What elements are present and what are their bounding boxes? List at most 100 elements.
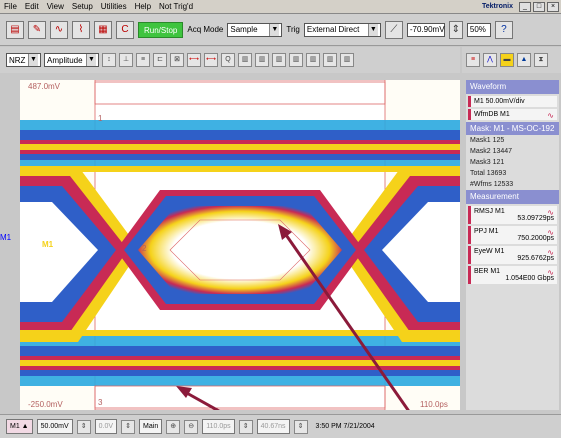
mask-label: #Wfms	[470, 181, 492, 188]
meas-icon-5[interactable]: ⊠	[170, 53, 184, 67]
mask-value: 13693	[486, 170, 507, 177]
mask-row: #Wfms 12533	[466, 179, 559, 190]
mask-label: Mask1	[470, 137, 491, 144]
zoom-field[interactable]: 50%	[466, 22, 491, 37]
trig-source-select[interactable]: External Direct ▼	[303, 22, 381, 37]
waveform-item-1[interactable]: M1 50.00mV/div	[468, 96, 557, 107]
measurement-item[interactable]: BER M1 ∿ 1.054E00 Gbps	[468, 266, 557, 284]
measurement-item[interactable]: PPJ M1 ∿ 750.2000ps	[468, 226, 557, 244]
mask-row: Mask3 121	[466, 157, 559, 168]
meas-icon-12[interactable]: ▥	[289, 53, 303, 67]
meas-type-select[interactable]: Amplitude ▼	[44, 53, 99, 67]
position-field[interactable]: 40.67ns	[256, 419, 290, 434]
meas-icon-7[interactable]: ⟷	[204, 53, 218, 67]
stats-icon[interactable]: ▦	[94, 20, 112, 39]
stats-icon: ∿	[547, 248, 554, 257]
clock-label: 3:50 PM 7/21/2004	[315, 423, 375, 430]
menu-file[interactable]: File	[4, 2, 17, 11]
measurement-value: 53.09729ps	[517, 215, 554, 222]
mask-row: Total 13693	[466, 168, 559, 179]
scale-stepper-icon[interactable]: ⇕	[76, 419, 91, 434]
meas-icon-1[interactable]: ↕	[102, 53, 116, 67]
measurement-value: 925.6762ps	[517, 255, 554, 262]
trig-level-field[interactable]: -70.90mV	[406, 22, 445, 37]
stepper-icon[interactable]: ⇕	[448, 20, 463, 39]
zoom-out-icon[interactable]: ⊖	[184, 419, 199, 434]
acq-mode-select[interactable]: Sample ▼	[227, 22, 283, 37]
lines-icon[interactable]: ≡	[466, 53, 480, 67]
meas-icon-3[interactable]: ≡	[136, 53, 150, 67]
channel-marker[interactable]: M1	[0, 233, 12, 242]
meas-icon-6[interactable]: ⟷	[187, 53, 201, 67]
trig-slope-icon[interactable]: ⟋	[384, 20, 403, 39]
run-stop-button[interactable]: Run/Stop	[138, 21, 184, 38]
measurement-item[interactable]: RMSJ M1 ∿ 53.09729ps	[468, 206, 557, 224]
scale-value: 50.00mV	[40, 423, 69, 430]
waveform-item-2-label: WfmDB M1	[474, 111, 510, 118]
meas-icon-9[interactable]: ▥	[238, 53, 252, 67]
meas-icon-4[interactable]: ⊏	[153, 53, 167, 67]
menu-utilities[interactable]: Utilities	[100, 2, 127, 11]
panel-toolbar: ≡ ⋀ ▬ ▲ ⧗	[462, 47, 561, 73]
menu-setup[interactable]: Setup	[71, 2, 93, 11]
menu-edit[interactable]: Edit	[24, 2, 39, 11]
waveform-display[interactable]: 487.0mV 1 2 3 M1 -250.0mV 110.0ps	[20, 80, 460, 410]
offset-stepper-icon[interactable]: ⇕	[121, 419, 136, 434]
bottom-voltage-label: -250.0mV	[28, 400, 63, 409]
zoom-in-icon[interactable]: ⊕	[166, 419, 181, 434]
time-label: 110.0ps	[420, 400, 448, 409]
main-timebase-button[interactable]: Main	[139, 419, 163, 434]
measurement-name: RMSJ M1	[474, 208, 505, 215]
stats-icon: ∿	[547, 228, 554, 237]
measurement-value: 1.054E00 Gbps	[505, 275, 554, 282]
trigger-status: Not Trig'd	[159, 2, 194, 11]
meas-icon-15[interactable]: ▥	[340, 53, 354, 67]
timebase-field[interactable]: 110.0ps	[202, 419, 235, 434]
position-stepper-icon[interactable]: ⇕	[293, 419, 308, 434]
mask-label: Mask2	[470, 148, 491, 155]
help-icon[interactable]: ?	[494, 20, 513, 39]
close-icon[interactable]: ×	[547, 1, 559, 12]
waveform-view-icon[interactable]: ⋀	[483, 53, 497, 67]
position-value: 40.67ns	[260, 423, 286, 430]
minimize-icon[interactable]: _	[519, 1, 531, 12]
meas-icon-13[interactable]: ▥	[306, 53, 320, 67]
channel-label: M1	[42, 240, 54, 249]
mask-value: 13447	[492, 148, 513, 155]
meas-icon-11[interactable]: ▥	[272, 53, 286, 67]
timebase-stepper-icon[interactable]: ⇕	[238, 419, 253, 434]
scale-field[interactable]: 50.00mV	[36, 419, 73, 434]
clear-icon[interactable]: C	[116, 20, 134, 39]
triangle-icon[interactable]: ▲	[517, 53, 531, 67]
meas-icon-2[interactable]: ⊥	[119, 53, 133, 67]
measurement-name: EyeW M1	[474, 248, 505, 255]
channel-select[interactable]: M1 ▲	[6, 419, 33, 434]
waveform-icon[interactable]: ∿	[50, 20, 68, 39]
waveform-item-1-label: M1 50.00mV/div	[474, 98, 525, 105]
autoset-icon[interactable]: ⌇	[72, 20, 90, 39]
timebase-value: 110.0ps	[206, 423, 231, 430]
print-icon[interactable]: ▤	[6, 20, 24, 39]
meas-type-value: Amplitude	[47, 55, 83, 65]
mask-marker-2: 2	[142, 244, 147, 253]
meas-icon-14[interactable]: ▥	[323, 53, 337, 67]
meas-icon-10[interactable]: ▥	[255, 53, 269, 67]
meas-icon-8[interactable]: Q	[221, 53, 235, 67]
menu-view[interactable]: View	[46, 2, 64, 11]
eye-diagram	[20, 80, 460, 410]
waveform-icon: ∿	[547, 111, 554, 120]
waveform-item-2[interactable]: WfmDB M1 ∿	[468, 109, 557, 120]
restore-icon[interactable]: □	[533, 1, 545, 12]
mask-label: Mask3	[470, 159, 491, 166]
hourglass-icon[interactable]: ⧗	[534, 53, 548, 67]
menu-help[interactable]: Help	[134, 2, 152, 11]
mask-label: Total	[470, 170, 485, 177]
offset-value: 0.0V	[98, 423, 114, 430]
yellow-view-icon[interactable]: ▬	[500, 53, 514, 67]
measurement-name: PPJ M1	[474, 228, 499, 235]
default-setup-icon[interactable]: ✎	[28, 20, 46, 39]
signal-type-select[interactable]: NRZ ▼	[6, 53, 41, 67]
measurement-item[interactable]: EyeW M1 ∿ 925.6762ps	[468, 246, 557, 264]
mask-marker-1: 1	[98, 114, 103, 123]
offset-field[interactable]: 0.0V	[94, 419, 118, 434]
